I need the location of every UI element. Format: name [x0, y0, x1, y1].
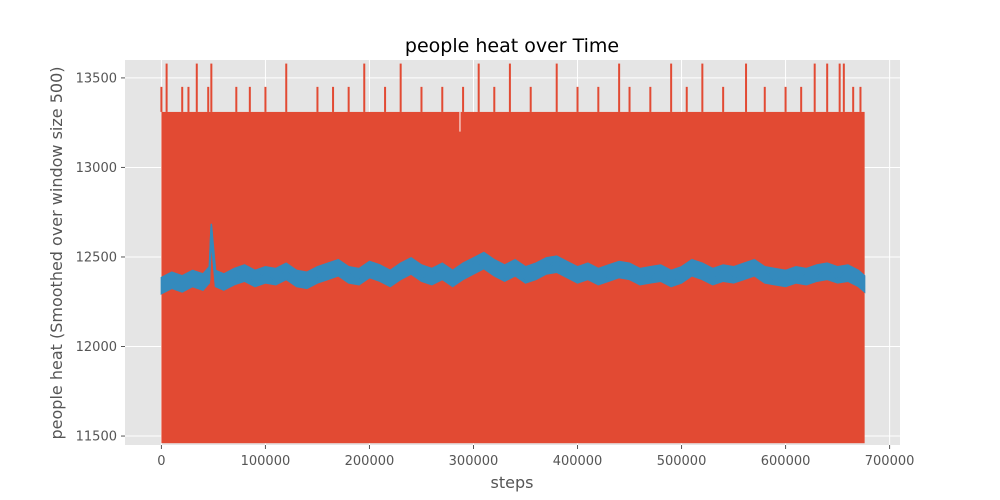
y-tick-label: 13500 [76, 71, 117, 86]
x-axis-ticks: 0 100000 200000 300000 400000 500000 600000 700… [157, 445, 914, 469]
y-axis-ticks: 11500 12000 12500 13000 13500 [76, 71, 125, 445]
x-tick-label: 500000 [657, 454, 707, 469]
x-tick-label: 700000 [865, 454, 915, 469]
x-tick-label: 0 [157, 454, 165, 469]
y-tick-label: 12000 [76, 340, 117, 355]
y-tick-label: 12500 [76, 250, 117, 265]
y-axis-label: people heat (Smoothed over window size 5… [47, 67, 66, 440]
x-tick-label: 300000 [449, 454, 499, 469]
y-tick-label: 13000 [76, 161, 117, 176]
smoothed-series-line [161, 227, 866, 286]
x-tick-label: 600000 [761, 454, 811, 469]
x-tick-label: 100000 [241, 454, 291, 469]
chart-title: people heat over Time [405, 35, 619, 57]
x-tick-label: 200000 [345, 454, 395, 469]
x-axis-label: steps [491, 473, 534, 492]
y-tick-label: 11500 [76, 430, 117, 445]
x-tick-label: 400000 [553, 454, 603, 469]
smoothed-series-band [160, 223, 866, 295]
series-layer [160, 63, 866, 444]
